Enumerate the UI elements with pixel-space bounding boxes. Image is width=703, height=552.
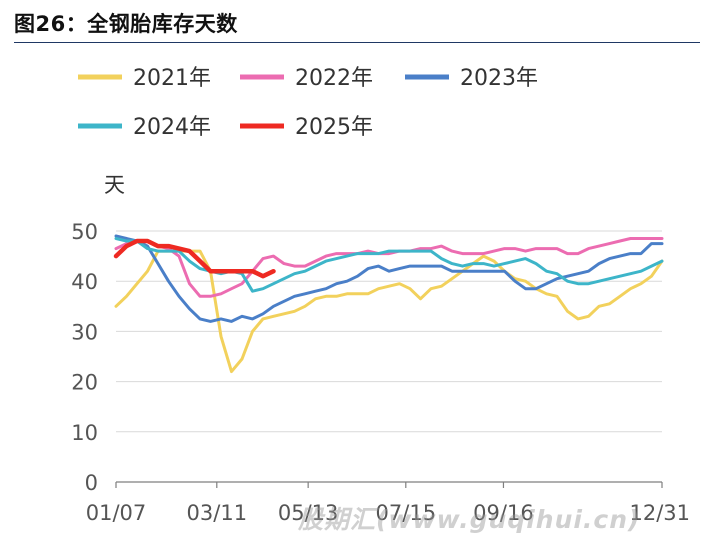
series-line	[113, 238, 276, 279]
y-axis-label: 天	[104, 173, 125, 197]
x-axis: 01/07 03/11 05/13 07/15 09/16 12/31	[86, 481, 690, 525]
watermark: 股期汇(www.guqihui.cn)	[298, 505, 641, 534]
y-tick-label: 0	[85, 471, 98, 495]
legend-label: 2024年	[133, 115, 211, 140]
series-line	[114, 237, 664, 298]
y-tick-label: 30	[71, 320, 98, 344]
y-tick-label: 50	[71, 220, 98, 244]
series-line	[114, 234, 664, 323]
legend-label: 2021年	[133, 66, 211, 91]
x-tick-label: 01/07	[86, 501, 147, 525]
y-tick-label: 20	[71, 371, 98, 395]
x-tick-label: 05/13	[278, 501, 339, 525]
legend-label: 2025年	[295, 115, 373, 140]
series-lines	[113, 234, 664, 374]
title-underline	[14, 42, 700, 43]
x-tick-label: 07/15	[376, 501, 437, 525]
grid-lines	[116, 230, 662, 433]
series-line	[114, 237, 664, 293]
y-tick-label: 40	[71, 270, 98, 294]
x-tick-label: 03/11	[187, 501, 248, 525]
x-tick-label: 09/16	[473, 501, 534, 525]
x-tick-label: 12/31	[629, 501, 690, 525]
legend: 2021年 2022年 2023年 2024年 2025年	[78, 66, 538, 140]
series-line	[114, 249, 664, 374]
chart-title: 图26：全钢胎库存天数	[14, 12, 238, 36]
legend-label: 2022年	[295, 66, 373, 91]
legend-label: 2023年	[460, 66, 538, 91]
y-tick-label: 10	[71, 421, 98, 445]
y-axis-ticks: 0 10 20 30 40 50	[71, 220, 98, 495]
